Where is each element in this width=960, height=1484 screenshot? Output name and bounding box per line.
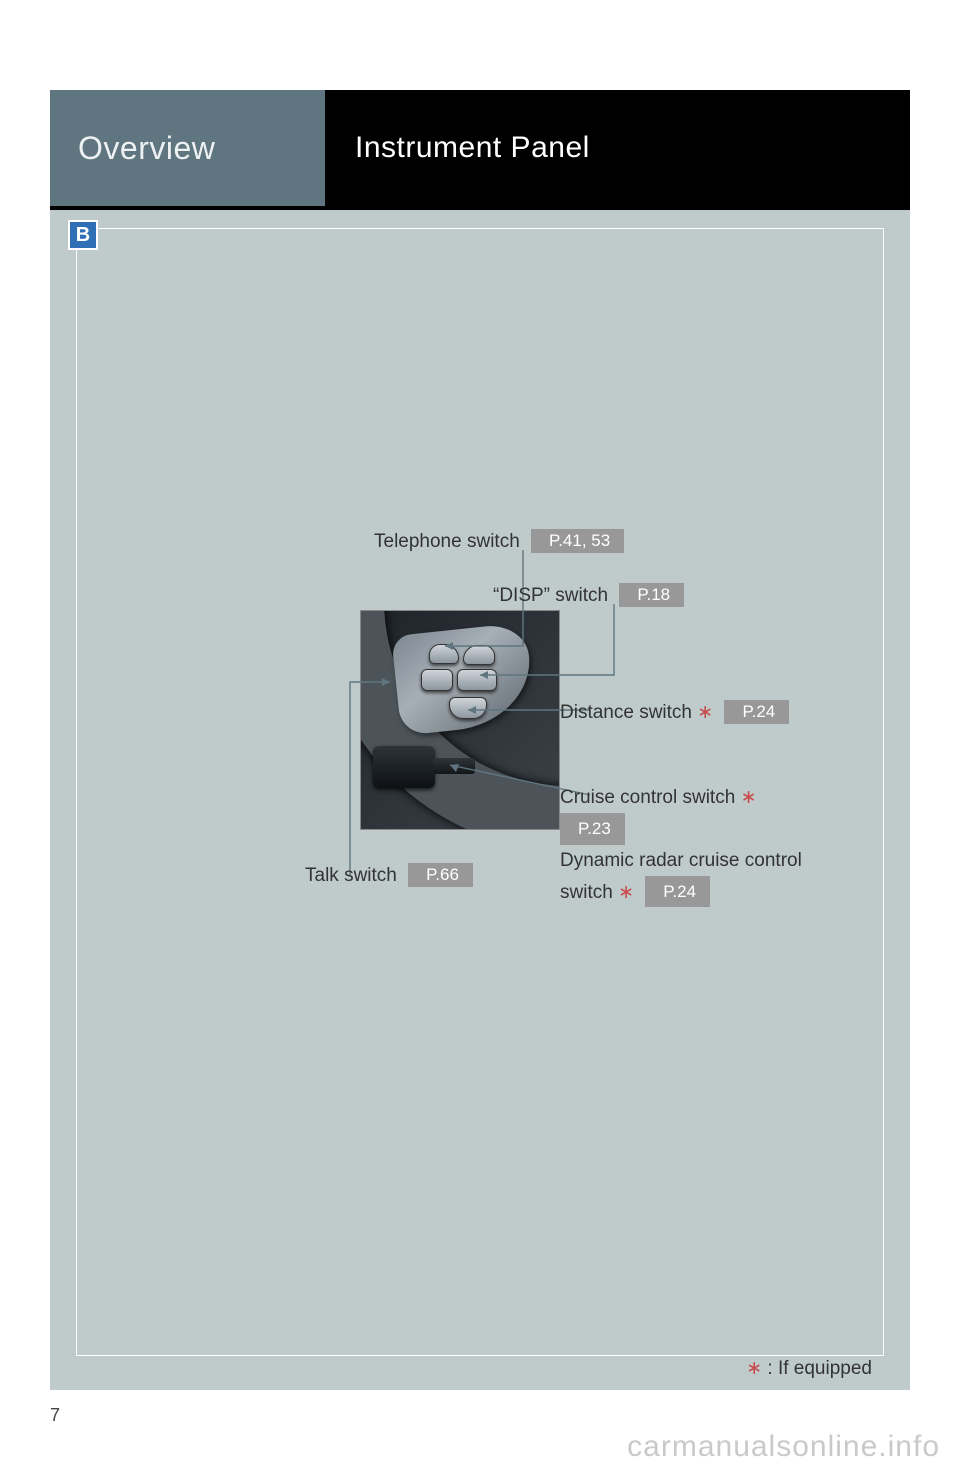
footnote-text: : If equipped — [762, 1358, 872, 1379]
talk-page-ref: P.66 — [408, 863, 473, 887]
telephone-page-ref: P.41, 53 — [531, 529, 624, 553]
distance-button-icon — [449, 697, 487, 719]
header-right-text: Instrument Panel — [355, 131, 590, 165]
watermark: carmanualsonline.info — [627, 1430, 940, 1464]
cruise-line1: Cruise control switch — [560, 787, 735, 808]
cruise-page-ref-1: P.23 — [560, 813, 625, 844]
center-button-icon — [457, 669, 497, 691]
label-distance-switch: Distance switch ∗ P.24 — [560, 700, 789, 724]
cruise-asterisk-2: ∗ — [618, 882, 634, 903]
badge-text: B — [76, 224, 90, 247]
label-talk-switch: Talk switch P.66 — [305, 863, 473, 887]
talk-button-icon — [421, 669, 453, 691]
talk-text: Talk switch — [305, 865, 397, 886]
header-instrument-panel: Instrument Panel — [325, 90, 910, 206]
cruise-line2a: Dynamic radar cruise control — [560, 850, 802, 871]
cruise-stalk-icon — [373, 746, 435, 788]
page-number: 7 — [50, 1405, 60, 1426]
cruise-line2b: switch — [560, 882, 613, 903]
cruise-asterisk-1: ∗ — [741, 787, 757, 808]
header-left-text: Overview — [78, 130, 215, 167]
header-overview: Overview — [50, 90, 325, 206]
section-badge-b: B — [68, 220, 98, 250]
distance-text: Distance switch — [560, 702, 692, 723]
manual-page: Overview Instrument Panel B — [50, 90, 910, 1390]
footnote-if-equipped: ∗ : If equipped — [746, 1357, 872, 1380]
label-cruise-switch: Cruise control switch ∗ P.23 Dynamic rad… — [560, 783, 840, 909]
label-disp-switch: “DISP” switch P.18 — [493, 583, 684, 607]
page-header: Overview Instrument Panel — [50, 90, 910, 210]
cruise-page-ref-2: P.24 — [645, 876, 710, 907]
steering-wheel-photo — [360, 610, 560, 830]
label-telephone-switch: Telephone switch P.41, 53 — [374, 529, 624, 553]
distance-page-ref: P.24 — [724, 700, 789, 724]
footnote-asterisk: ∗ — [746, 1358, 762, 1379]
disp-button-icon — [463, 645, 495, 665]
telephone-text: Telephone switch — [374, 531, 520, 552]
disp-page-ref: P.18 — [619, 583, 684, 607]
disp-text: “DISP” switch — [493, 585, 608, 606]
content-area: B — [50, 210, 910, 1386]
distance-asterisk: ∗ — [697, 702, 713, 723]
